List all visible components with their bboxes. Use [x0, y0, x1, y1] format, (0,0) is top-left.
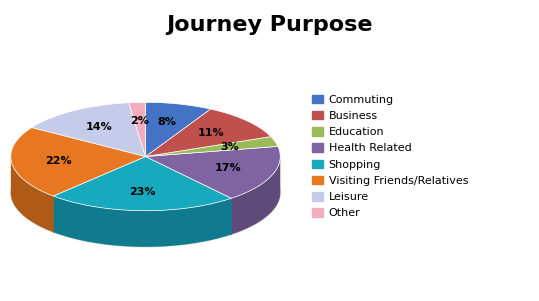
Legend: Commuting, Business, Education, Health Related, Shopping, Visiting Friends/Relat: Commuting, Business, Education, Health R… — [307, 90, 473, 223]
Polygon shape — [129, 102, 146, 157]
Text: 8%: 8% — [158, 117, 177, 127]
Text: 3%: 3% — [220, 142, 239, 152]
Text: 2%: 2% — [130, 116, 149, 126]
Polygon shape — [11, 158, 53, 232]
Text: 14%: 14% — [85, 122, 112, 132]
Text: 11%: 11% — [198, 128, 225, 138]
Text: 17%: 17% — [215, 163, 241, 173]
Polygon shape — [11, 128, 146, 196]
Polygon shape — [146, 146, 280, 198]
Polygon shape — [146, 102, 210, 157]
Polygon shape — [53, 157, 231, 211]
Text: 23%: 23% — [129, 187, 156, 197]
Polygon shape — [32, 103, 146, 157]
Ellipse shape — [11, 138, 280, 247]
Text: Journey Purpose: Journey Purpose — [166, 15, 373, 35]
Polygon shape — [231, 157, 280, 234]
Polygon shape — [146, 137, 278, 157]
Polygon shape — [146, 109, 271, 157]
Text: 22%: 22% — [45, 156, 72, 166]
Polygon shape — [53, 196, 231, 247]
